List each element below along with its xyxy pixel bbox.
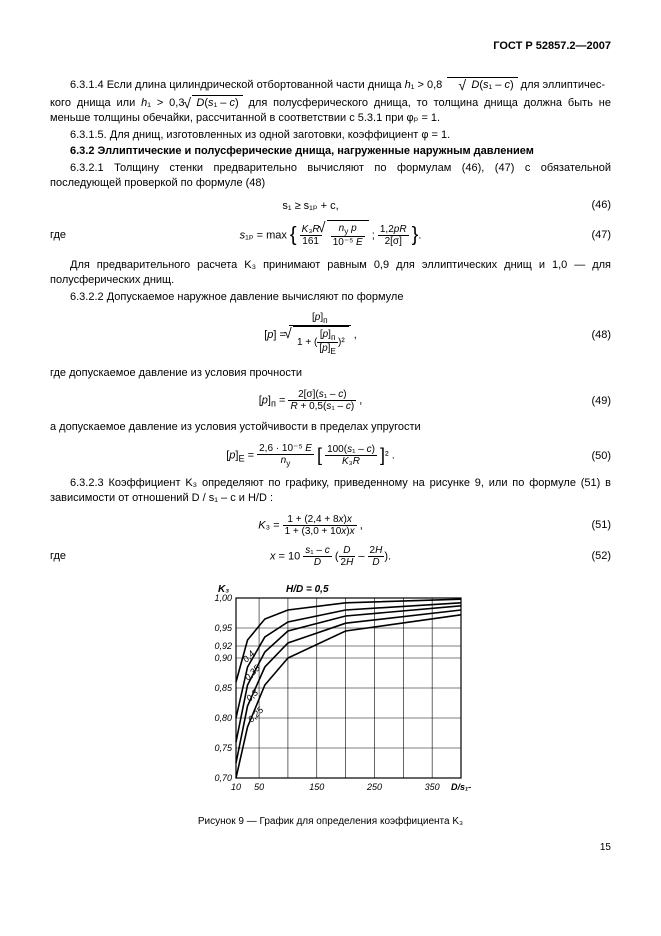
svg-text:150: 150 [309, 782, 324, 792]
para-prelim: Для предварительного расчета K₃ принимаю… [50, 258, 611, 288]
eq-48: [p] = [p]п 1 + ([p]п[p]E)² , (48) [50, 312, 611, 358]
svg-text:0,90: 0,90 [214, 653, 232, 663]
svg-text:D/s₁–c: D/s₁–c [451, 782, 471, 792]
eq-51-num: (51) [571, 519, 611, 531]
eq-52: где x = 10 s₁ – cD (D2H – 2HD). (52) [50, 545, 611, 568]
svg-text:0,95: 0,95 [214, 623, 233, 633]
eq-47: где s₁ₚ = max { K₃R161 ny p10⁻⁵ E ; 1,2p… [50, 220, 611, 250]
eq-52-num: (52) [571, 550, 611, 562]
eq-50-body: [p]E = 2,6 · 10⁻⁵ Eny [ 100(s₁ – c)K₃R ]… [50, 443, 571, 468]
para-6321: 6.3.2.1 Толщину стенки предварительно вы… [50, 161, 611, 191]
para-6322: 6.3.2.2 Допускаемое наружное давление вы… [50, 290, 611, 305]
para-6314: 6.3.1.4 Если длина цилиндрической отборт… [50, 77, 611, 93]
eq-49: [p]п = 2[σ](s₁ – c)R + 0,5(s₁ – c) , (49… [50, 389, 611, 412]
eq-46: s₁ ≥ s₁ₚ + c, (46) [50, 199, 611, 212]
eq-46-num: (46) [571, 199, 611, 211]
para-6315: 6.3.1.5. Для днищ, изготовленных из одно… [50, 128, 611, 143]
svg-text:0,70: 0,70 [214, 773, 232, 783]
eq-50: [p]E = 2,6 · 10⁻⁵ Eny [ 100(s₁ – c)K₃R ]… [50, 443, 611, 468]
eq-48-num: (48) [571, 329, 611, 341]
para-6323: 6.3.2.3 Коэффициент K₃ определяют по гра… [50, 476, 611, 506]
svg-text:10: 10 [230, 782, 240, 792]
svg-text:K₃: K₃ [218, 584, 229, 595]
svg-text:0,85: 0,85 [214, 683, 233, 693]
p2a: кого днища или [50, 97, 141, 109]
svg-text:250: 250 [365, 782, 381, 792]
p1b: для эллиптичес- [521, 79, 605, 91]
p1a: 6.3.1.4 Если длина цилиндрической отборт… [70, 79, 405, 91]
eq-50-num: (50) [571, 450, 611, 462]
svg-text:0,25: 0,25 [245, 704, 265, 724]
where-52: где [50, 550, 90, 562]
svg-text:0,75: 0,75 [214, 743, 233, 753]
svg-text:H/D = 0,5: H/D = 0,5 [286, 584, 329, 595]
page-number: 15 [50, 842, 611, 853]
inline-eq-2: h₁ > 0,3 D(s₁ – c) [141, 97, 242, 109]
where-47: где [50, 229, 90, 241]
eq-47-num: (47) [571, 229, 611, 241]
doc-header: ГОСТ Р 52857.2—2007 [50, 40, 611, 52]
eq-51: K₃ = 1 + (2,4 + 8x)x1 + (3,0 + 10x)x , (… [50, 514, 611, 537]
figure-9-chart: 1,000,950,920,900,850,800,750,7010501502… [191, 578, 471, 808]
eq-48-body: [p] = [p]п 1 + ([p]п[p]E)² , [50, 312, 571, 358]
eq-49-body: [p]п = 2[σ](s₁ – c)R + 0,5(s₁ – c) , [50, 389, 571, 412]
eq-49-num: (49) [571, 395, 611, 407]
figure-9-caption: Рисунок 9 — График для определения коэфф… [50, 816, 611, 827]
eq-46-body: s₁ ≥ s₁ₚ + c, [50, 199, 571, 212]
inline-eq-1: h₁ > 0,8 D(s₁ – c) [405, 79, 518, 91]
svg-text:50: 50 [254, 782, 264, 792]
eq-47-body: s₁ₚ = max { K₃R161 ny p10⁻⁵ E ; 1,2pR2[σ… [90, 220, 571, 250]
para-strength: где допускаемое давление из условия проч… [50, 366, 611, 381]
eq-51-body: K₃ = 1 + (2,4 + 8x)x1 + (3,0 + 10x)x , [50, 514, 571, 537]
para-6314b: кого днища или h₁ > 0,3 D(s₁ – c) для по… [50, 95, 611, 126]
para-stability: а допускаемое давление из условия устойч… [50, 420, 611, 435]
svg-text:0,92: 0,92 [214, 641, 232, 651]
svg-text:350: 350 [424, 782, 439, 792]
eq-52-body: x = 10 s₁ – cD (D2H – 2HD). [90, 545, 571, 568]
svg-text:0,4: 0,4 [240, 648, 256, 664]
para-632: 6.3.2 Эллиптические и полусферические дн… [50, 144, 611, 159]
svg-text:0,80: 0,80 [214, 713, 232, 723]
